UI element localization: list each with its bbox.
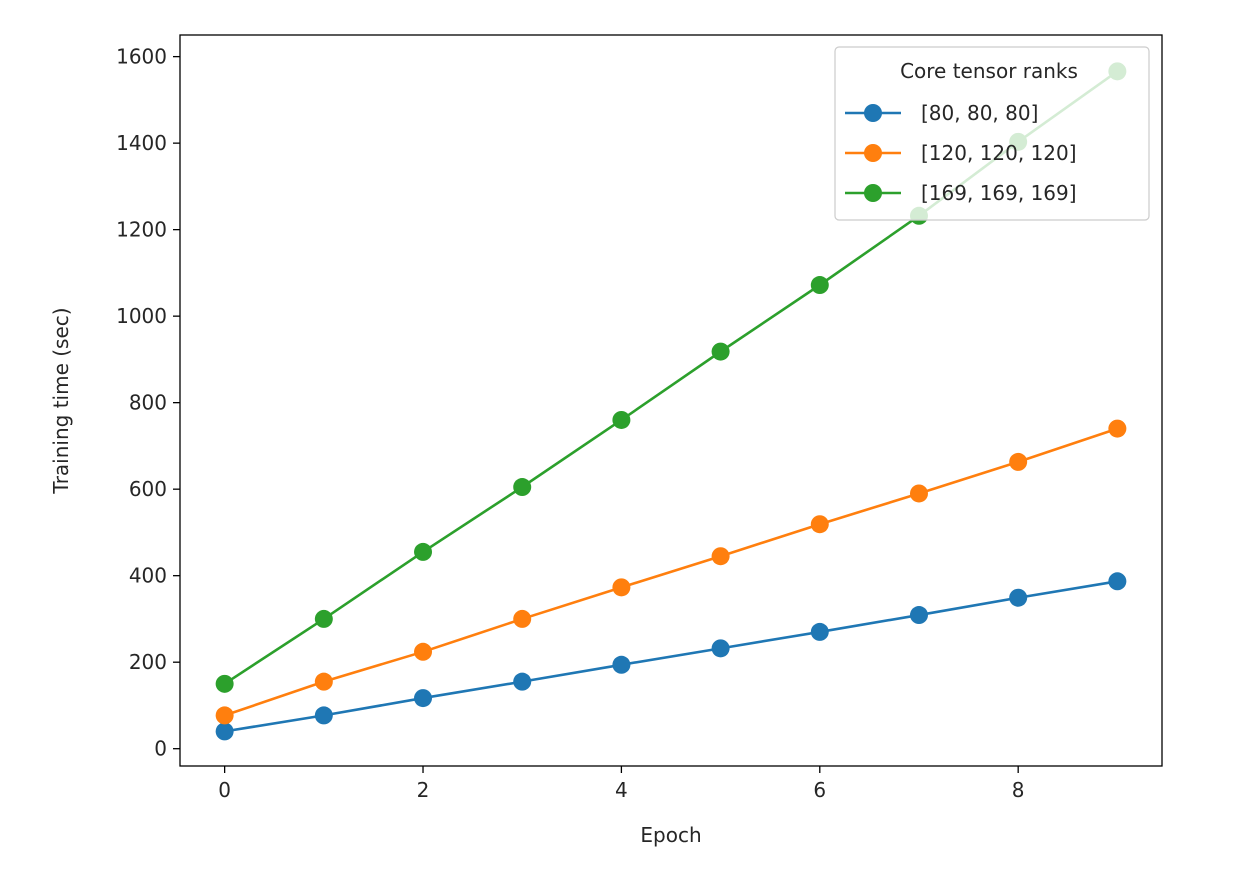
series-line: [224, 427, 1118, 717]
data-point: [711, 639, 730, 658]
data-point: [215, 706, 234, 725]
y-tick-label: 1000: [116, 304, 167, 328]
data-point: [612, 655, 631, 674]
y-tick-label: 600: [129, 477, 167, 501]
data-point: [711, 342, 730, 361]
series-line: [224, 580, 1118, 733]
y-tick-label: 1200: [116, 218, 167, 242]
data-point: [810, 276, 829, 295]
data-point: [215, 722, 234, 741]
y-axis-label: Training time (sec): [49, 307, 73, 494]
x-tick-label: 4: [615, 778, 628, 802]
data-point: [314, 706, 333, 725]
data-point: [810, 622, 829, 641]
y-tick-label: 400: [129, 564, 167, 588]
data-point: [215, 674, 234, 693]
legend-label: [120, 120, 120]: [921, 141, 1077, 165]
data-point: [1009, 588, 1028, 607]
data-point: [909, 606, 928, 625]
legend-marker: [864, 184, 882, 202]
x-tick-label: 2: [417, 778, 430, 802]
x-tick-label: 0: [218, 778, 231, 802]
data-point: [1108, 572, 1127, 591]
data-point: [414, 542, 433, 561]
legend-marker: [864, 144, 882, 162]
legend-item: [120, 120, 120]: [845, 141, 1077, 165]
x-tick-label: 6: [813, 778, 826, 802]
y-tick-label: 800: [129, 391, 167, 415]
data-point: [612, 578, 631, 597]
legend-item: [169, 169, 169]: [845, 181, 1077, 205]
legend-item: [80, 80, 80]: [845, 101, 1038, 125]
data-point: [513, 672, 532, 691]
legend: Core tensor ranks [80, 80, 80] [120, 120, …: [834, 46, 1150, 221]
legend-label: [80, 80, 80]: [921, 101, 1038, 125]
y-tick-label: 1400: [116, 131, 167, 155]
data-point: [414, 642, 433, 661]
series-1: [215, 419, 1127, 725]
data-point: [1108, 419, 1127, 438]
legend-label: [169, 169, 169]: [921, 181, 1077, 205]
data-point: [513, 609, 532, 628]
data-point: [612, 410, 631, 429]
legend-box: [834, 46, 1150, 221]
y-tick-label: 200: [129, 650, 167, 674]
y-tick-label: 1600: [116, 45, 167, 69]
data-point: [414, 689, 433, 708]
legend-marker: [864, 104, 882, 122]
data-point: [711, 547, 730, 566]
data-point: [1009, 452, 1028, 471]
data-point: [314, 609, 333, 628]
plot-frame: [179, 34, 1163, 767]
series-0: [215, 572, 1127, 741]
y-tick-label: 0: [154, 737, 167, 761]
x-axis: 0 2 4 6 8: [218, 766, 1025, 802]
data-point: [314, 672, 333, 691]
data-point: [513, 478, 532, 497]
x-axis-label: Epoch: [640, 823, 701, 847]
data-point: [909, 484, 928, 503]
y-axis: 0 200 400 600 800 1000 1200 1400 1600: [116, 45, 180, 761]
legend-title: Core tensor ranks: [900, 59, 1078, 83]
data-point: [810, 515, 829, 534]
x-tick-label: 8: [1012, 778, 1025, 802]
